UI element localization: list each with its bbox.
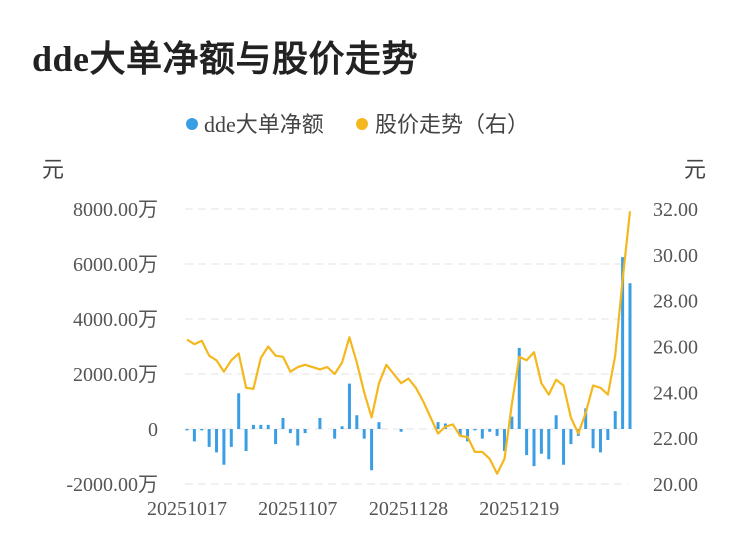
x-tick-label: 20251219 bbox=[479, 498, 559, 520]
chart-title: dde大单净额与股价走势 bbox=[32, 39, 419, 79]
right-tick-label: 26.00 bbox=[653, 337, 698, 359]
left-tick-label: 6000.00万 bbox=[73, 254, 158, 276]
dde-bar bbox=[288, 429, 292, 434]
dde-bar bbox=[517, 347, 521, 429]
dde-bar bbox=[466, 429, 470, 442]
right-tick-label: 28.00 bbox=[653, 291, 698, 313]
legend-line-marker bbox=[356, 118, 368, 130]
dde-bar bbox=[200, 429, 204, 431]
right-tick-label: 20.00 bbox=[653, 474, 698, 496]
dde-bar bbox=[613, 411, 617, 429]
dde-bar bbox=[274, 429, 278, 445]
line-series bbox=[186, 211, 632, 475]
dde-bar bbox=[237, 393, 241, 429]
dde-bar bbox=[598, 429, 602, 453]
dde-bar bbox=[621, 257, 625, 429]
dde-bar bbox=[547, 429, 551, 460]
dde-bar bbox=[347, 383, 351, 429]
dde-bar bbox=[244, 429, 248, 451]
dde-bar bbox=[488, 429, 492, 432]
legend-line-label: 股价走势（右） bbox=[375, 112, 529, 137]
right-tick-label: 22.00 bbox=[653, 428, 698, 450]
right-tick-label: 24.00 bbox=[653, 382, 698, 404]
dde-bar bbox=[377, 422, 381, 429]
dde-bar bbox=[185, 429, 189, 431]
dde-bar bbox=[207, 429, 211, 447]
dde-bar bbox=[259, 424, 263, 429]
left-tick-label: 4000.00万 bbox=[73, 309, 158, 331]
legend-bar-marker bbox=[186, 118, 198, 130]
left-axis-unit: 元 bbox=[42, 157, 64, 182]
dde-bar bbox=[355, 415, 359, 429]
dde-bar bbox=[525, 429, 529, 456]
dde-bar bbox=[281, 418, 285, 429]
dde-bar bbox=[333, 429, 337, 439]
right-axis: 32.00 30.00 28.00 26.00 24.00 22.00 20.00 bbox=[653, 199, 698, 496]
x-axis: 20251017 20251107 20251128 20251219 bbox=[147, 498, 559, 520]
x-tick-label: 20251128 bbox=[369, 498, 448, 520]
x-tick-label: 20251107 bbox=[258, 498, 337, 520]
dde-bar bbox=[473, 429, 477, 431]
x-tick-label: 20251017 bbox=[147, 498, 227, 520]
dde-bar bbox=[399, 429, 403, 432]
dde-bar bbox=[370, 429, 374, 471]
gridlines bbox=[185, 208, 628, 485]
dde-bar bbox=[229, 429, 233, 447]
dde-bar bbox=[436, 422, 440, 429]
dde-bar bbox=[362, 429, 366, 439]
left-tick-label: -2000.00万 bbox=[66, 474, 158, 496]
dde-bar bbox=[502, 429, 506, 451]
dde-bar bbox=[251, 424, 255, 429]
right-tick-label: 30.00 bbox=[653, 245, 698, 267]
dde-bar bbox=[606, 429, 610, 440]
dde-bar bbox=[222, 429, 226, 465]
dde-bar bbox=[458, 429, 462, 436]
dde-bar bbox=[318, 418, 322, 429]
dde-bar bbox=[266, 424, 270, 429]
dde-bar bbox=[192, 429, 196, 442]
price-line bbox=[186, 211, 632, 475]
right-axis-unit: 元 bbox=[684, 157, 706, 182]
dde-bar bbox=[554, 415, 558, 429]
dde-bar bbox=[562, 429, 566, 465]
dde-bar bbox=[569, 429, 573, 445]
dde-bar bbox=[215, 429, 219, 453]
bar-series bbox=[185, 257, 632, 471]
dde-bar bbox=[584, 408, 588, 429]
legend-bar-label: dde大单净额 bbox=[204, 112, 324, 137]
left-tick-label: 2000.00万 bbox=[73, 364, 158, 386]
dde-bar bbox=[628, 283, 632, 429]
legend: dde大单净额 股价走势（右） bbox=[186, 112, 529, 137]
left-tick-label: 0 bbox=[148, 419, 158, 441]
left-axis: 8000.00万 6000.00万 4000.00万 2000.00万 0 -2000.0… bbox=[66, 199, 158, 496]
dde-bar bbox=[296, 429, 300, 446]
dde-bar bbox=[303, 429, 307, 434]
dde-bar bbox=[495, 429, 499, 436]
dde-bar bbox=[532, 429, 536, 467]
dde-bar bbox=[539, 429, 543, 454]
dde-bar bbox=[591, 429, 595, 449]
dde-bar bbox=[340, 426, 344, 429]
dde-bar bbox=[510, 416, 514, 429]
left-tick-label: 8000.00万 bbox=[73, 199, 158, 221]
right-tick-label: 32.00 bbox=[653, 199, 698, 221]
dde-bar bbox=[480, 429, 484, 439]
